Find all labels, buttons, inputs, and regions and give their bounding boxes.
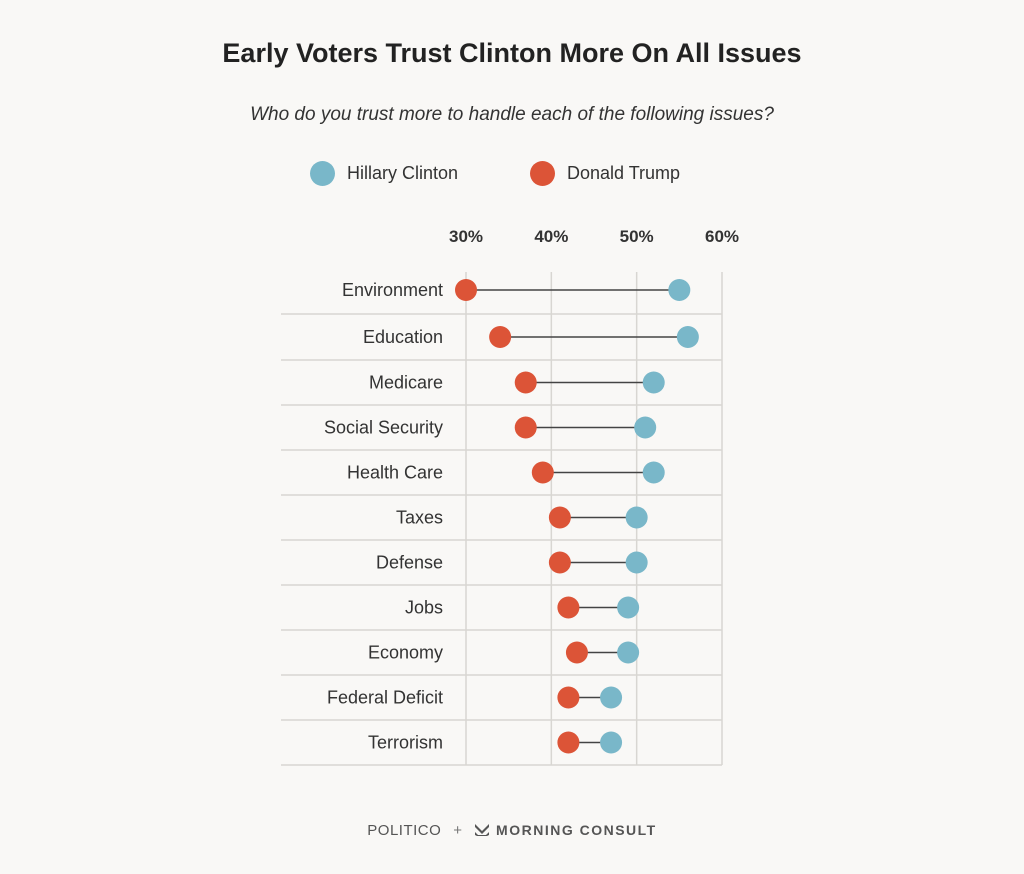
legend-item-trump: Donald Trump xyxy=(530,160,680,186)
category-label-education: Education xyxy=(363,327,443,347)
clinton-point-federal-deficit xyxy=(600,686,623,709)
x-tick-label: 40% xyxy=(534,227,568,246)
clinton-point-taxes xyxy=(625,506,648,529)
category-label-defense: Defense xyxy=(376,553,443,573)
legend-item-clinton: Hillary Clinton xyxy=(310,160,458,186)
plus-sign: + xyxy=(453,821,463,839)
clinton-point-jobs xyxy=(617,596,640,619)
category-label-environment: Environment xyxy=(342,280,443,300)
trump-point-taxes xyxy=(548,506,571,529)
politico-logo: POLITICO xyxy=(367,821,442,839)
clinton-point-medicare xyxy=(642,371,665,394)
trump-point-federal-deficit xyxy=(557,686,580,709)
category-label-taxes: Taxes xyxy=(396,508,443,528)
morning-consult-logo: MORNING CONSULT xyxy=(474,822,657,838)
category-label-terrorism: Terrorism xyxy=(368,733,443,753)
x-tick-label: 50% xyxy=(620,227,654,246)
clinton-point-environment xyxy=(668,279,691,301)
trump-point-environment xyxy=(455,279,477,301)
clinton-point-economy xyxy=(617,641,640,664)
clinton-point-social-security xyxy=(634,416,657,439)
category-label-social-security: Social Security xyxy=(324,418,443,438)
trump-point-jobs xyxy=(557,596,580,619)
clinton-point-education xyxy=(676,326,699,348)
trump-point-defense xyxy=(548,551,571,574)
trump-point-social-security xyxy=(514,416,537,439)
legend-label-clinton: Hillary Clinton xyxy=(347,162,459,183)
category-label-jobs: Jobs xyxy=(405,598,443,618)
legend-label-trump: Donald Trump xyxy=(567,162,681,183)
trump-point-health-care xyxy=(531,461,554,484)
trump-point-education xyxy=(489,326,512,348)
trump-point-medicare xyxy=(514,371,537,394)
morning-consult-label: MORNING CONSULT xyxy=(496,822,657,838)
clinton-point-terrorism xyxy=(600,731,623,754)
clinton-point-health-care xyxy=(642,461,665,484)
trump-point-terrorism xyxy=(557,731,580,754)
legend: Hillary Clinton Donald Trump xyxy=(0,160,1024,190)
category-label-economy: Economy xyxy=(368,643,443,663)
category-label-federal-deficit: Federal Deficit xyxy=(327,688,443,708)
legend-marker-trump xyxy=(530,160,555,186)
x-tick-label: 60% xyxy=(705,227,739,246)
legend-marker-clinton xyxy=(310,160,335,186)
footer-credits: POLITICO + MORNING CONSULT xyxy=(0,818,1024,842)
morning-consult-icon xyxy=(475,824,490,836)
chart-title: Early Voters Trust Clinton More On All I… xyxy=(222,38,802,68)
category-label-medicare: Medicare xyxy=(369,373,443,393)
category-label-health-care: Health Care xyxy=(347,463,443,483)
trump-point-economy xyxy=(565,641,588,664)
clinton-point-defense xyxy=(625,551,648,574)
x-tick-label: 30% xyxy=(449,227,483,246)
chart-subtitle: Who do you trust more to handle each of … xyxy=(250,104,774,125)
